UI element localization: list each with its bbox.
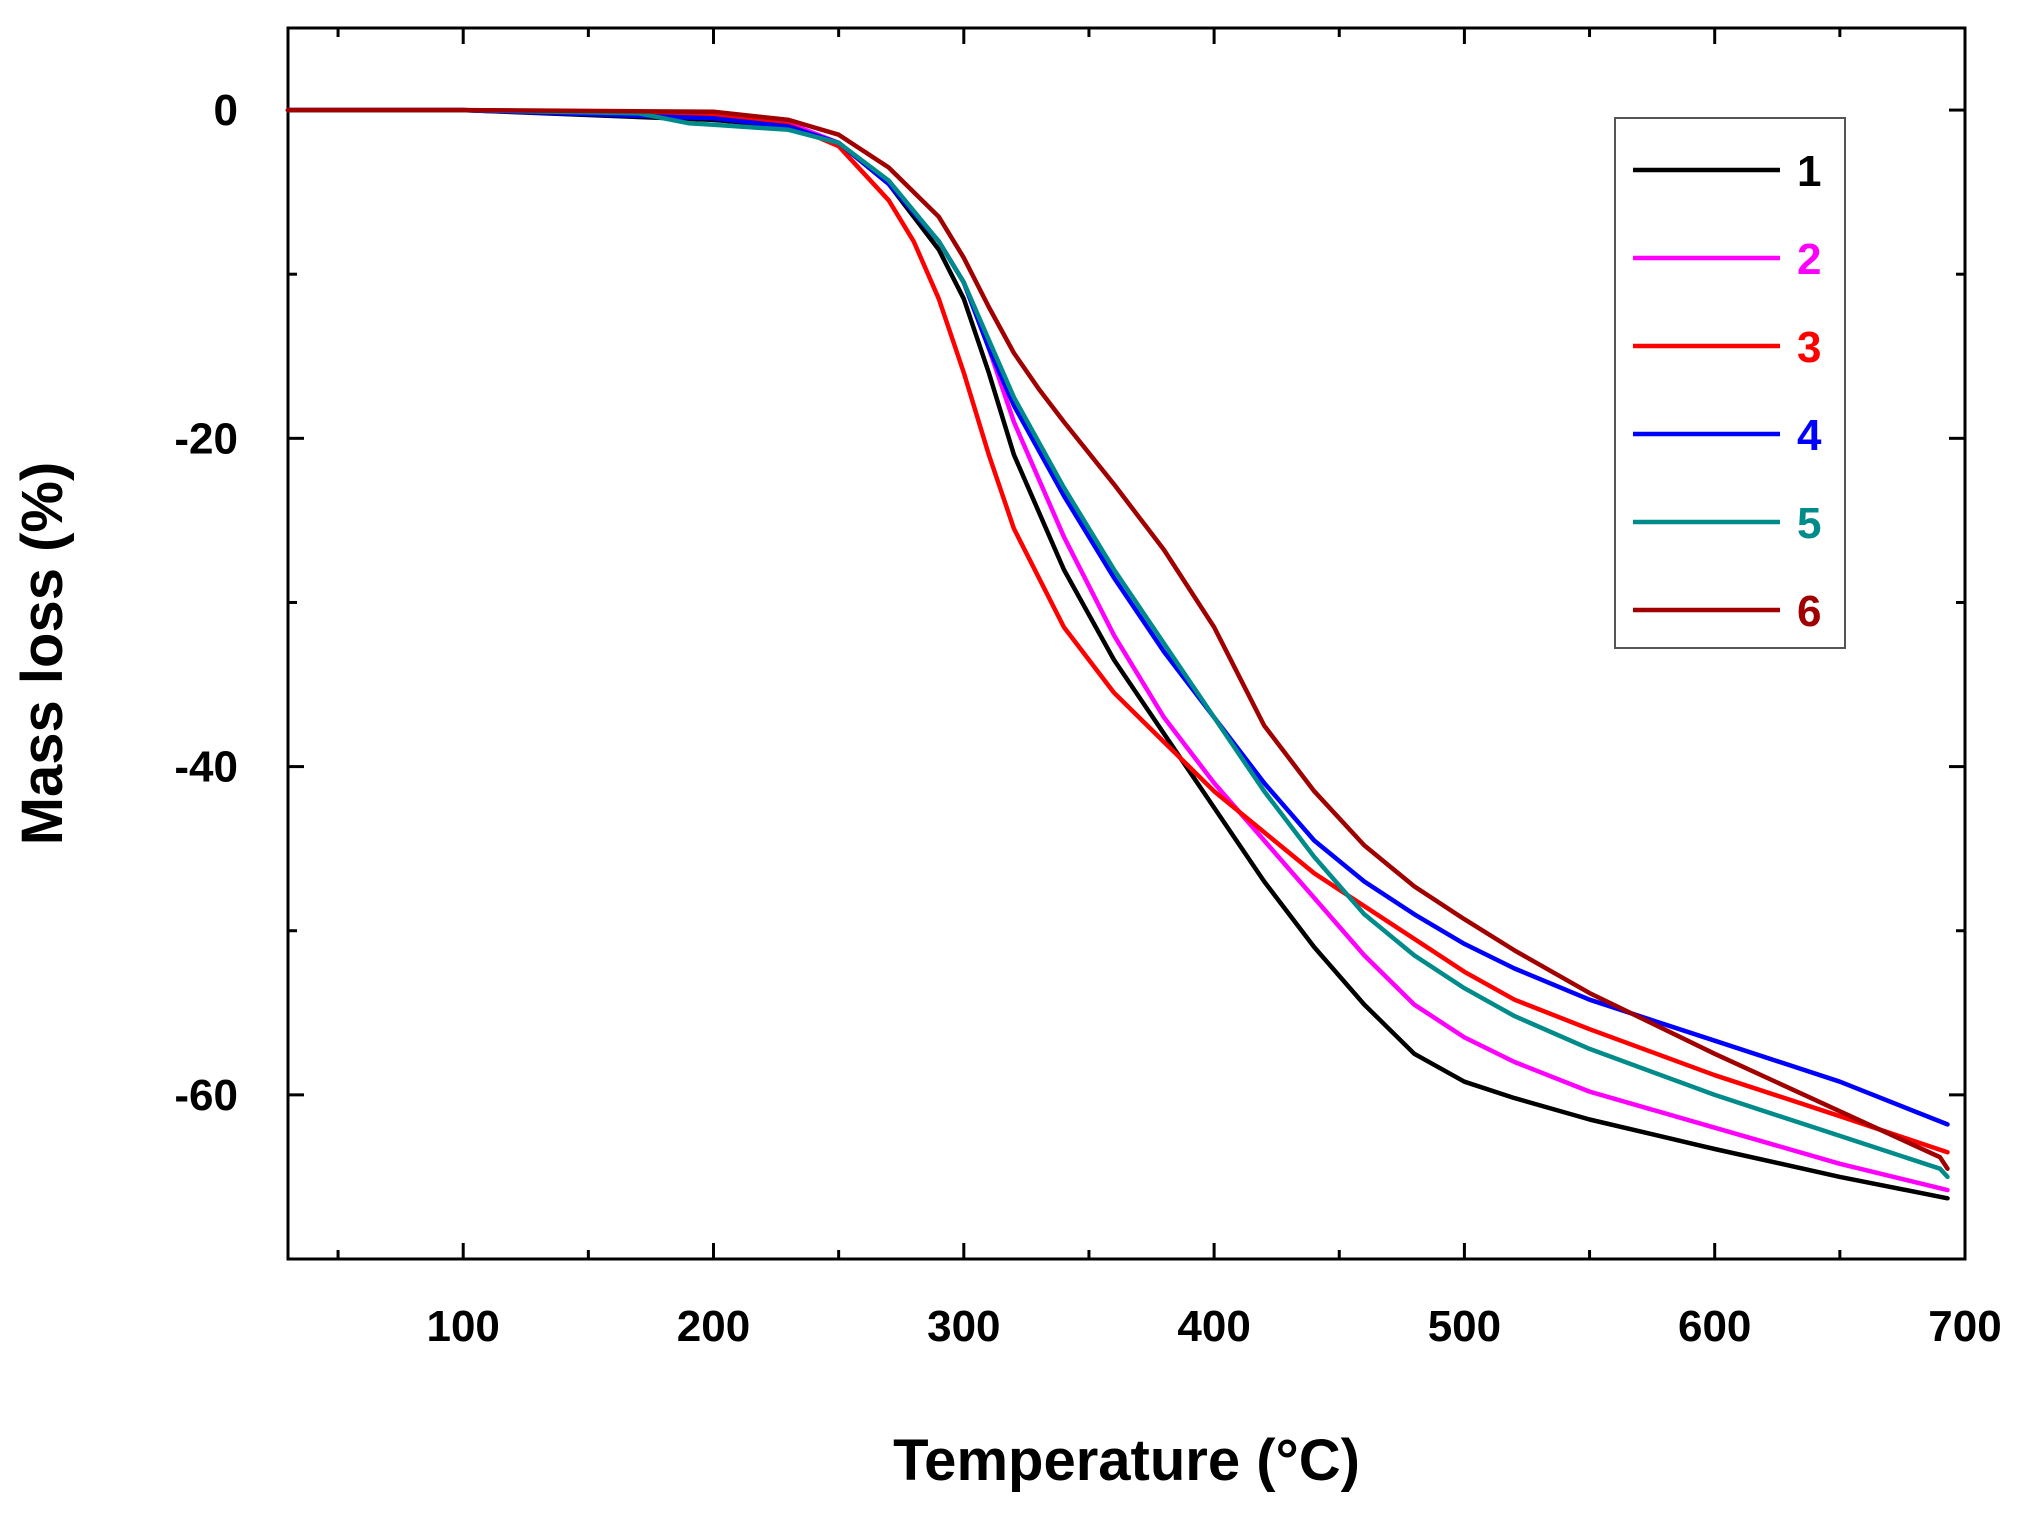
plot-area-frame bbox=[286, 26, 1967, 1261]
legend-box bbox=[1614, 117, 1846, 649]
y-tick-label: -60 bbox=[174, 1071, 238, 1120]
series-line-5 bbox=[285, 107, 1950, 1180]
y-tick-label: 0 bbox=[214, 86, 238, 135]
legend-label-5: 5 bbox=[1797, 499, 1821, 548]
x-axis-title: Temperature (°C) bbox=[893, 1428, 1360, 1493]
x-tick-label: 500 bbox=[1428, 1302, 1501, 1351]
legend-label-1: 1 bbox=[1797, 147, 1821, 196]
x-tick-label: 300 bbox=[927, 1302, 1000, 1351]
legend-label-2: 2 bbox=[1797, 235, 1821, 284]
series-line-3 bbox=[285, 107, 1950, 1155]
legend-label-4: 4 bbox=[1797, 411, 1822, 460]
series-lines bbox=[285, 107, 1950, 1201]
x-tick-label: 700 bbox=[1928, 1302, 2001, 1351]
axis-ticks: 100 200 300 400 500 600 700 0 -20 -40 -60 bbox=[174, 28, 2002, 1351]
series-line-6 bbox=[285, 107, 1950, 1171]
x-tick-label: 400 bbox=[1177, 1302, 1250, 1351]
x-tick-label: 100 bbox=[426, 1302, 499, 1351]
x-tick-label: 200 bbox=[677, 1302, 750, 1351]
legend-label-6: 6 bbox=[1797, 587, 1821, 636]
legend-label-3: 3 bbox=[1797, 323, 1821, 372]
y-tick-label: -20 bbox=[174, 414, 238, 463]
y-axis-title: Mass loss (%) bbox=[10, 462, 75, 846]
y-tick-label: -40 bbox=[174, 743, 238, 792]
x-tick-label: 600 bbox=[1678, 1302, 1751, 1351]
legend: 1 2 3 4 5 6 bbox=[1614, 117, 1846, 649]
